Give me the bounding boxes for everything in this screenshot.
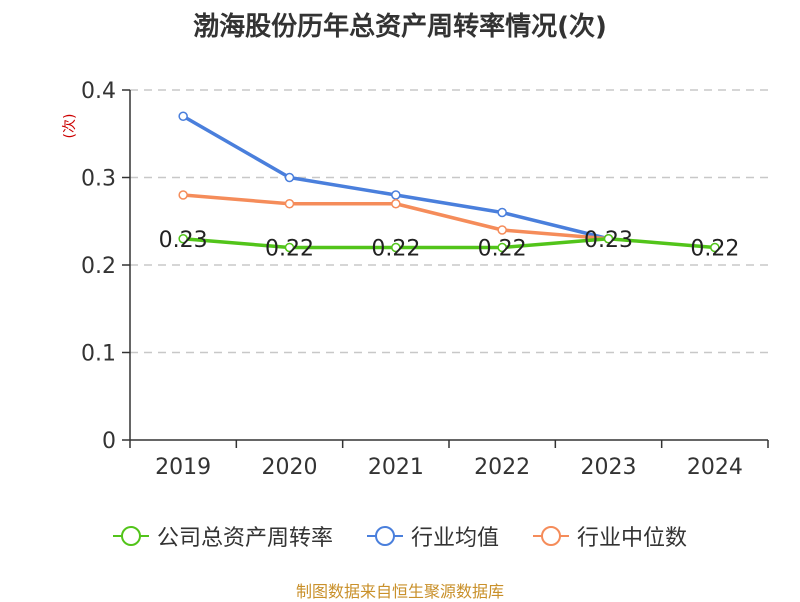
data-point [710, 242, 720, 253]
data-point [178, 190, 188, 200]
y-tick-label: 0 [102, 429, 116, 454]
x-tick-label: 2024 [687, 455, 743, 480]
data-point [391, 199, 401, 209]
grid-lines [130, 89, 768, 354]
x-tick-label: 2023 [581, 455, 637, 480]
legend-circle [541, 526, 561, 546]
data-point [178, 234, 188, 244]
x-tick-label: 2020 [262, 455, 318, 480]
legend-label: 行业中位数 [577, 526, 688, 551]
axes: 0 0.1 0.2 0.3 0.4 2019 2020 2021 2022 2023 2024 (次) [62, 79, 769, 480]
legend-label: 公司总资产周转率 [156, 526, 333, 551]
legend-circle [120, 526, 141, 546]
data-labels: 0.23 0.22 0.22 0.22 0.23 0.22 [159, 228, 740, 262]
legend-marker-icon [112, 526, 149, 546]
data-point [178, 111, 188, 121]
data-label: 0.22 [478, 237, 527, 262]
data-label: 0.23 [584, 228, 633, 253]
data-point [497, 225, 507, 235]
y-tick-label: 0.3 [81, 167, 116, 192]
x-tick-label: 2021 [368, 455, 424, 480]
data-label: 0.22 [265, 237, 314, 262]
data-label: 0.22 [371, 237, 420, 262]
chart-title: 渤海股份历年总资产周转率情况(次) [193, 12, 607, 42]
legend-item[interactable]: 行业均值 [366, 520, 499, 552]
y-tick-label: 0.1 [81, 342, 116, 367]
y-axis-label: (次) [62, 114, 78, 139]
legend-marker-icon [533, 526, 569, 546]
legend-circle [374, 526, 395, 546]
data-point [391, 190, 401, 200]
legend-marker-icon [366, 526, 403, 546]
legend-item[interactable]: 公司总资产周转率 [112, 520, 333, 552]
data-point [284, 199, 295, 209]
source-note: 制图数据来自恒生聚源数据库 [295, 582, 504, 601]
data-point [284, 242, 295, 253]
data-point [497, 242, 507, 253]
series-lines [178, 111, 720, 253]
data-label: 0.23 [159, 228, 208, 253]
data-point [497, 207, 507, 218]
x-tick-label: 2019 [155, 455, 211, 480]
data-point [391, 242, 401, 253]
series-line [183, 237, 715, 250]
y-tick-label: 0.4 [81, 79, 116, 104]
legend-label: 行业均值 [410, 526, 499, 551]
x-tick-label: 2022 [474, 455, 530, 480]
y-tick-label: 0.2 [81, 254, 116, 279]
data-point [603, 234, 614, 244]
data-label: 0.22 [690, 237, 739, 262]
legend-item[interactable]: 行业中位数 [533, 520, 687, 552]
chart-legend: 公司总资产周转率 行业均值 行业中位数 [0, 520, 800, 552]
data-point [284, 172, 295, 183]
